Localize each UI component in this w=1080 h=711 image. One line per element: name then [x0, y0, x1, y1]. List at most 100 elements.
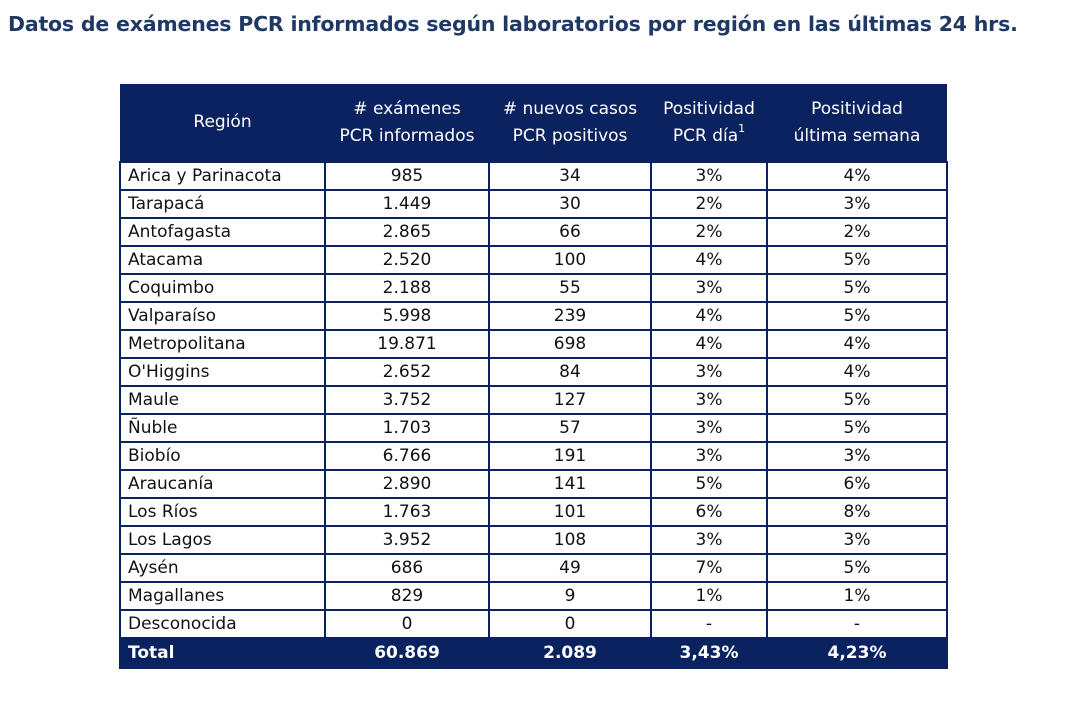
- cell-region: Atacama: [119, 245, 326, 275]
- cell-exams: 686: [324, 553, 490, 583]
- total-exams: 60.869: [324, 637, 490, 669]
- cell-cases: 127: [488, 385, 652, 415]
- cell-pos-day: 3%: [650, 525, 768, 555]
- header-exams: # exámenes PCR informados: [325, 84, 489, 162]
- cell-pos-day: 3%: [650, 385, 768, 415]
- table-row: Biobío 6.766 191 3% 3%: [119, 441, 948, 471]
- header-region: Región: [120, 84, 325, 162]
- cell-cases: 66: [488, 217, 652, 247]
- cell-pos-day: 3%: [650, 161, 768, 191]
- cell-pos-day: 4%: [650, 329, 768, 359]
- table-row: Desconocida 0 0- -: [119, 609, 948, 639]
- cell-exams: 3.952: [324, 525, 490, 555]
- header-exams-line2: PCR informados: [339, 125, 475, 146]
- table-body: Arica y Parinacota 985 34 3% 4% Tarapacá 1.449…: [119, 161, 948, 639]
- table-row: O'Higgins 2.652 84 3% 4%: [119, 357, 948, 387]
- cell-pos-week: 1%: [766, 581, 948, 611]
- cell-pos-day: 4%: [650, 245, 768, 275]
- table-header-row: Región # exámenes PCR informados # nuevo…: [120, 84, 947, 162]
- header-pos-day: Positividad PCR día1: [651, 84, 767, 162]
- cell-pos-week: 2%: [766, 217, 948, 247]
- cell-pos-day: 1%: [650, 581, 768, 611]
- cell-region: Valparaíso: [119, 301, 326, 331]
- table-total-row: Total 60.869 2.089 3,43% 4,23%: [119, 637, 948, 669]
- cell-exams: 2.188: [324, 273, 490, 303]
- cell-cases: 239: [488, 301, 652, 331]
- cell-cases: 84: [488, 357, 652, 387]
- cell-cases: 57: [488, 413, 652, 443]
- header-cases-line1: # nuevos casos: [502, 98, 638, 119]
- cell-exams: 1.703: [324, 413, 490, 443]
- cell-cases: 108: [488, 525, 652, 555]
- table-row: Metropolitana 19.871 698 4% 4%: [119, 329, 948, 359]
- cell-pos-week: 5%: [766, 553, 948, 583]
- cell-exams: 5.998: [324, 301, 490, 331]
- cell-region: Aysén: [119, 553, 326, 583]
- cell-cases: 100: [488, 245, 652, 275]
- cell-cases: 9: [488, 581, 652, 611]
- table-row: Tarapacá 1.449 30 2% 3%: [119, 189, 948, 219]
- cell-exams: 2.890: [324, 469, 490, 499]
- cell-exams: 2.865: [324, 217, 490, 247]
- cell-region: Maule: [119, 385, 326, 415]
- table-row: Ñuble 1.703 57 3% 5%: [119, 413, 948, 443]
- cell-region: Los Ríos: [119, 497, 326, 527]
- table-row: Maule 3.752 127 3% 5%: [119, 385, 948, 415]
- cell-pos-week: 5%: [766, 245, 948, 275]
- cell-exams: 0: [324, 609, 490, 639]
- table-row: Arica y Parinacota 985 34 3% 4%: [119, 161, 948, 191]
- table-row: Los Lagos 3.952 108 3% 3%: [119, 525, 948, 555]
- cell-region: Araucanía: [119, 469, 326, 499]
- table-row: Atacama 2.520 100 4% 5%: [119, 245, 948, 275]
- total-pos-week: 4,23%: [766, 637, 948, 669]
- table-row: Aysén 686 49 7% 5%: [119, 553, 948, 583]
- table-row: Los Ríos 1.763 101 6% 8%: [119, 497, 948, 527]
- cell-cases: 49: [488, 553, 652, 583]
- cell-pos-day: 2%: [650, 217, 768, 247]
- cell-pos-day: 4%: [650, 301, 768, 331]
- pcr-region-table: Región # exámenes PCR informados # nuevo…: [119, 84, 948, 669]
- cell-exams: 1.763: [324, 497, 490, 527]
- cell-pos-week: 5%: [766, 413, 948, 443]
- cell-pos-week: -: [766, 609, 948, 639]
- cell-region: Coquimbo: [119, 273, 326, 303]
- cell-pos-week: 6%: [766, 469, 948, 499]
- header-pos-day-line2-wrap: PCR día1: [653, 123, 765, 150]
- cell-region: Magallanes: [119, 581, 326, 611]
- cell-pos-day: 2%: [650, 189, 768, 219]
- cell-region: Desconocida: [119, 609, 326, 639]
- cell-pos-day: 7%: [650, 553, 768, 583]
- cell-cases: 34: [488, 161, 652, 191]
- cell-region: O'Higgins: [119, 357, 326, 387]
- cell-exams: 6.766: [324, 441, 490, 471]
- cell-cases: 141: [488, 469, 652, 499]
- cell-pos-week: 3%: [766, 189, 948, 219]
- cell-exams: 1.449: [324, 189, 490, 219]
- cell-pos-week: 3%: [766, 441, 948, 471]
- cell-pos-day: 6%: [650, 497, 768, 527]
- cell-region: Ñuble: [119, 413, 326, 443]
- cell-exams: 829: [324, 581, 490, 611]
- table-row: Araucanía 2.890 141 5% 6%: [119, 469, 948, 499]
- table-row: Valparaíso 5.998 239 4% 5%: [119, 301, 948, 331]
- header-cases-line2: PCR positivos: [512, 125, 628, 146]
- cell-region: Metropolitana: [119, 329, 326, 359]
- cell-exams: 2.652: [324, 357, 490, 387]
- table-row: Magallanes 829 9 1% 1%: [119, 581, 948, 611]
- cell-pos-week: 4%: [766, 329, 948, 359]
- cell-region: Biobío: [119, 441, 326, 471]
- cell-exams: 3.752: [324, 385, 490, 415]
- cell-cases: 55: [488, 273, 652, 303]
- cell-cases: 30: [488, 189, 652, 219]
- cell-pos-day: 3%: [650, 357, 768, 387]
- table-row: Coquimbo 2.188 55 3% 5%: [119, 273, 948, 303]
- header-pos-day-line2: PCR día: [672, 125, 739, 146]
- cell-pos-day: 3%: [650, 273, 768, 303]
- cell-pos-week: 5%: [766, 385, 948, 415]
- header-pos-day-line1: Positividad: [663, 98, 755, 119]
- cell-pos-day: -: [650, 609, 768, 639]
- cell-pos-week: 3%: [766, 525, 948, 555]
- total-label: Total: [119, 637, 326, 669]
- total-pos-day: 3,43%: [650, 637, 768, 669]
- cell-cases: 101: [488, 497, 652, 527]
